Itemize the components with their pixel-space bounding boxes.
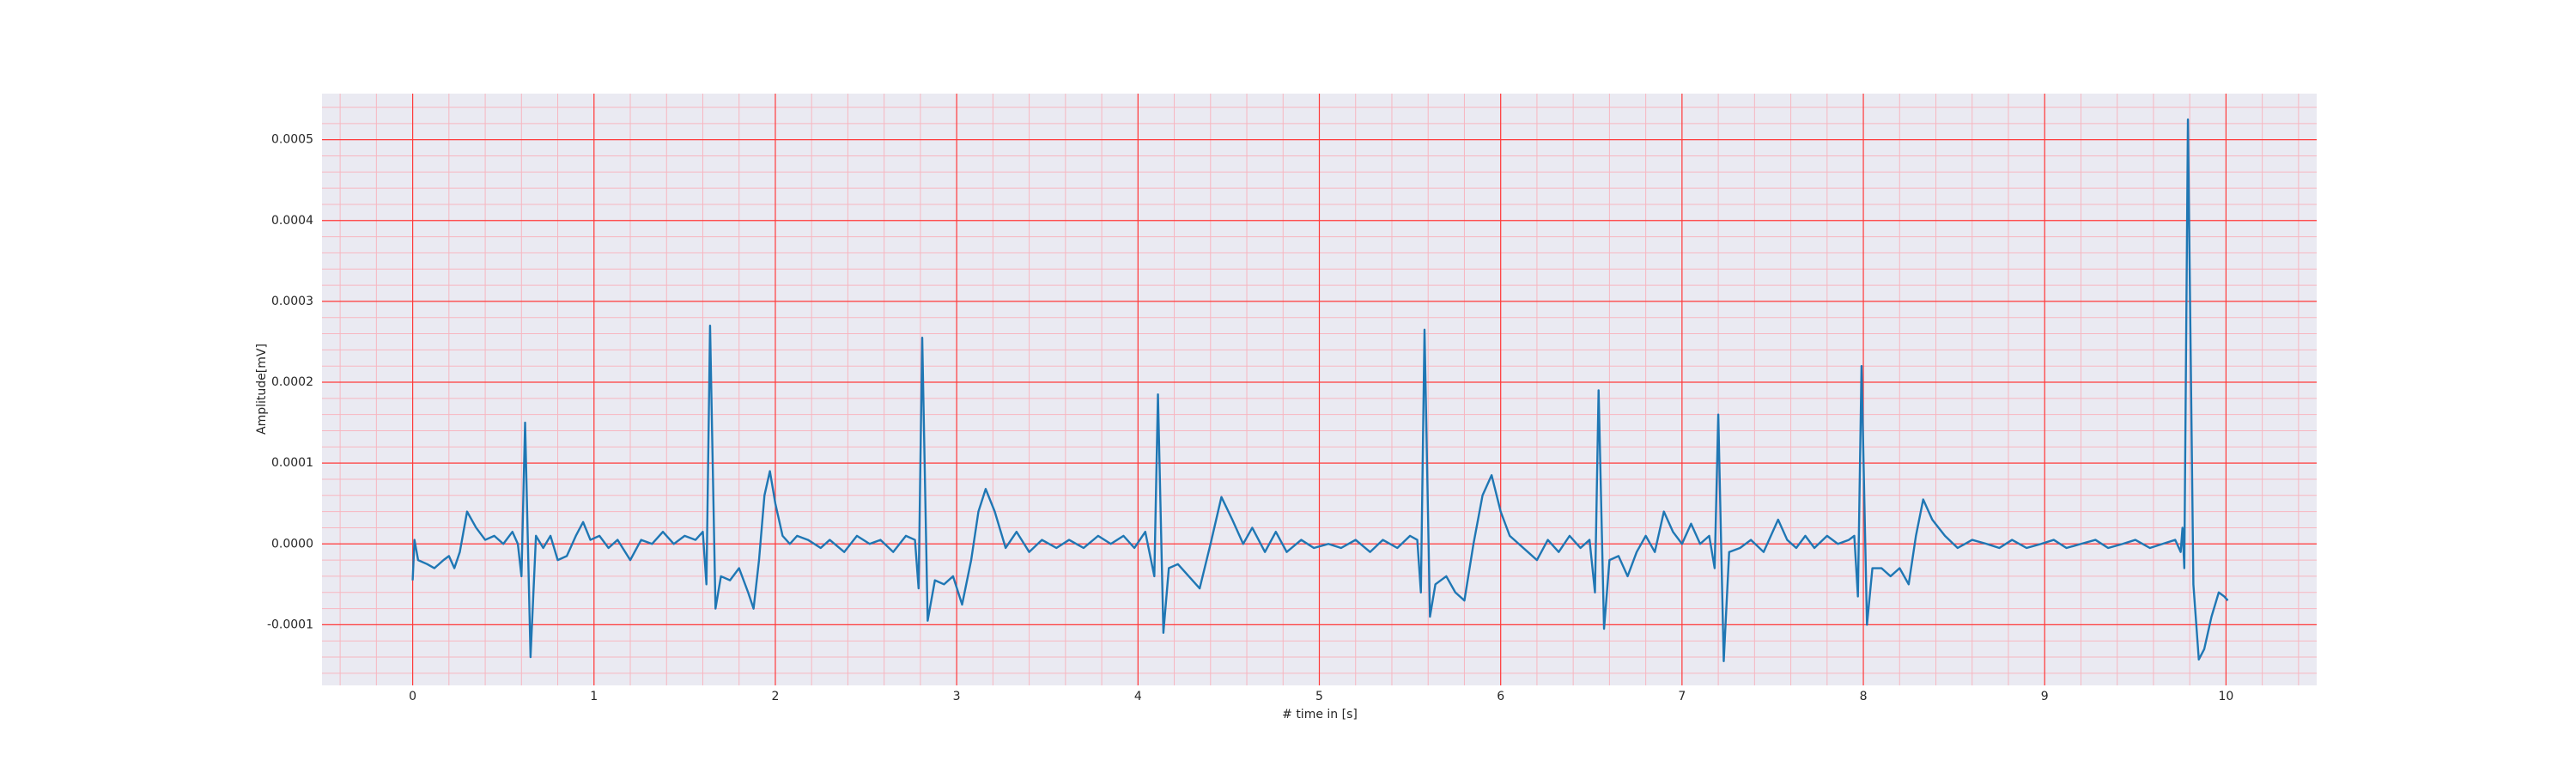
x-tick-label: 0 <box>409 690 416 703</box>
x-axis-label: # time in [s] <box>1282 708 1358 721</box>
y-tick-label: 0.0005 <box>271 133 313 147</box>
y-tick-label: -0.0001 <box>267 618 313 631</box>
x-tick-label: 10 <box>2218 690 2233 703</box>
y-tick-label: 0.0001 <box>271 456 313 470</box>
y-tick-label: 0.0004 <box>271 214 313 228</box>
y-tick-label: 0.0002 <box>271 375 313 389</box>
x-tick-label: 1 <box>590 690 598 703</box>
x-tick-label: 6 <box>1497 690 1504 703</box>
plot-area <box>322 94 2317 685</box>
x-tick-label: 7 <box>1678 690 1686 703</box>
x-tick-label: 8 <box>1860 690 1868 703</box>
x-tick-label: 4 <box>1134 690 1142 703</box>
y-axis-label: Amplitude[mV] <box>255 344 269 435</box>
x-tick-label: 3 <box>953 690 961 703</box>
x-tick-label: 9 <box>2041 690 2049 703</box>
y-tick-label: 0.0000 <box>271 537 313 551</box>
signal-line <box>411 118 2229 662</box>
x-tick-label: 5 <box>1315 690 1323 703</box>
x-tick-label: 2 <box>771 690 779 703</box>
y-tick-label: 0.0003 <box>271 295 313 308</box>
